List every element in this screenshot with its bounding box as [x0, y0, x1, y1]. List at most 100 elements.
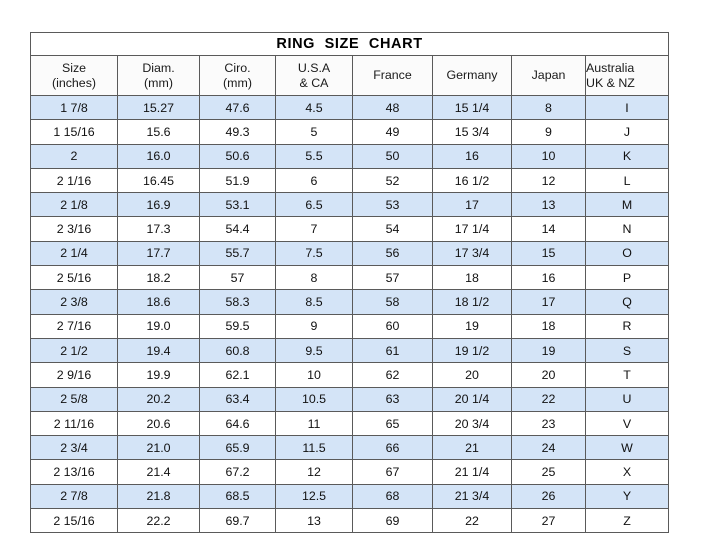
cell-japan: 13: [511, 192, 586, 218]
chart-title: RING SIZE CHART: [29, 32, 670, 56]
cell-circumference-mm: 62.1: [199, 362, 276, 388]
cell-france: 61: [352, 337, 433, 364]
cell-circumference-mm: 65.9: [199, 435, 276, 461]
cell-france: 60: [352, 313, 433, 339]
table-row: 2 7/16 19.0 59.5 9 60 19 18 R: [30, 313, 670, 339]
cell-germany: 18: [432, 265, 512, 291]
table-row: 2 15/16 22.2 69.7 13 69 22 27 Z: [30, 508, 670, 534]
column-header-line1: Australia: [586, 61, 635, 76]
table-row: 2 1/8 16.9 53.1 6.5 53 17 13 M: [30, 192, 670, 218]
cell-japan: 17: [511, 289, 586, 315]
cell-germany: 17 3/4: [432, 240, 512, 267]
cell-germany: 16: [432, 143, 512, 169]
cell-circumference-mm: 68.5: [199, 483, 276, 510]
cell-circumference-mm: 49.3: [199, 119, 276, 145]
cell-australia-uk-nz: L: [584, 167, 670, 194]
table-row: 2 5/16 18.2 57 8 57 18 16 P: [30, 265, 670, 291]
table-row: 2 1/4 17.7 55.7 7.5 56 17 3/4 15 O: [30, 240, 670, 267]
cell-diameter-mm: 19.9: [117, 362, 200, 388]
cell-japan: 10: [511, 143, 586, 169]
cell-usa-ca: 11.5: [275, 435, 353, 461]
cell-australia-uk-nz: X: [584, 459, 670, 485]
cell-australia-uk-nz: O: [584, 240, 670, 267]
table-row: 2 1/16 16.45 51.9 6 52 16 1/2 12 L: [30, 167, 670, 194]
cell-germany: 22: [432, 508, 512, 534]
column-header-line1: U.S.A: [297, 61, 331, 76]
cell-diameter-mm: 17.3: [117, 216, 200, 242]
cell-australia-uk-nz: Z: [584, 508, 670, 534]
column-header-line2: UK & NZ: [586, 75, 635, 90]
cell-france: 58: [352, 289, 433, 315]
cell-france: 66: [352, 435, 433, 461]
cell-germany: 19 1/2: [432, 337, 512, 364]
cell-japan: 9: [511, 119, 586, 145]
ring-size-chart-container: RING SIZE CHART Size (inches) Diam. (mm) Cir…: [29, 32, 670, 534]
table-body: 1 7/8 15.27 47.6 4.5 48 15 1/4 8 I 1 15/16 15.6 49…: [30, 94, 670, 534]
cell-size-inches: 2 1/2: [30, 337, 118, 364]
cell-size-inches: 2: [30, 143, 118, 169]
title-row: RING SIZE CHART: [29, 32, 670, 56]
cell-size-inches: 2 11/16: [30, 410, 118, 437]
cell-circumference-mm: 53.1: [199, 192, 276, 218]
cell-size-inches: 2 1/16: [30, 167, 118, 194]
table-row: 2 3/4 21.0 65.9 11.5 66 21 24 W: [30, 435, 670, 461]
cell-france: 67: [352, 459, 433, 485]
table-row: 2 5/8 20.2 63.4 10.5 63 20 1/4 22 U: [30, 386, 670, 412]
table-row: 2 16.0 50.6 5.5 50 16 10 K: [30, 143, 670, 169]
cell-usa-ca: 6: [275, 167, 353, 194]
cell-diameter-mm: 15.6: [117, 119, 200, 145]
cell-diameter-mm: 19.4: [117, 337, 200, 364]
cell-japan: 26: [511, 483, 586, 510]
column-header-line2: & CA: [299, 75, 329, 90]
table-row: 2 3/16 17.3 54.4 7 54 17 1/4 14 N: [30, 216, 670, 242]
column-header-line1: Japan: [531, 68, 566, 83]
table-row: 2 3/8 18.6 58.3 8.5 58 18 1/2 17 Q: [30, 289, 670, 315]
cell-size-inches: 2 1/4: [30, 240, 118, 267]
cell-australia-uk-nz: J: [584, 119, 670, 145]
cell-size-inches: 2 3/4: [30, 435, 118, 461]
cell-france: 62: [352, 362, 433, 388]
cell-germany: 21 3/4: [432, 483, 512, 510]
cell-diameter-mm: 21.4: [117, 459, 200, 485]
cell-germany: 19: [432, 313, 512, 339]
cell-usa-ca: 8: [275, 265, 353, 291]
table-row: 2 13/16 21.4 67.2 12 67 21 1/4 25 X: [30, 459, 670, 485]
cell-france: 49: [352, 119, 433, 145]
cell-australia-uk-nz: R: [584, 313, 670, 339]
cell-france: 54: [352, 216, 433, 242]
cell-circumference-mm: 63.4: [199, 386, 276, 412]
cell-circumference-mm: 59.5: [199, 313, 276, 339]
cell-japan: 20: [511, 362, 586, 388]
cell-diameter-mm: 16.45: [117, 167, 200, 194]
cell-france: 50: [352, 143, 433, 169]
cell-france: 69: [352, 508, 433, 534]
table-head: RING SIZE CHART Size (inches) Diam. (mm) Cir…: [29, 32, 670, 96]
cell-usa-ca: 7: [275, 216, 353, 242]
cell-circumference-mm: 64.6: [199, 410, 276, 437]
cell-diameter-mm: 21.8: [117, 483, 200, 510]
column-header-line1: Germany: [446, 68, 498, 83]
cell-circumference-mm: 58.3: [199, 289, 276, 315]
cell-usa-ca: 10.5: [275, 386, 353, 412]
cell-circumference-mm: 69.7: [199, 508, 276, 534]
cell-circumference-mm: 55.7: [199, 240, 276, 267]
cell-size-inches: 2 13/16: [30, 459, 118, 485]
cell-australia-uk-nz: I: [584, 94, 670, 121]
cell-germany: 21 1/4: [432, 459, 512, 485]
cell-japan: 22: [511, 386, 586, 412]
column-header-line1: Diam.: [142, 61, 175, 76]
column-header-line2: (inches): [51, 75, 97, 90]
cell-japan: 16: [511, 265, 586, 291]
cell-size-inches: 2 15/16: [30, 508, 118, 534]
cell-japan: 18: [511, 313, 586, 339]
cell-france: 53: [352, 192, 433, 218]
cell-usa-ca: 12.5: [275, 483, 353, 510]
cell-australia-uk-nz: Q: [584, 289, 670, 315]
cell-france: 56: [352, 240, 433, 267]
cell-diameter-mm: 16.0: [117, 143, 200, 169]
cell-size-inches: 1 7/8: [30, 94, 118, 121]
table-row: 2 9/16 19.9 62.1 10 62 20 20 T: [30, 362, 670, 388]
cell-usa-ca: 12: [275, 459, 353, 485]
cell-japan: 23: [511, 410, 586, 437]
